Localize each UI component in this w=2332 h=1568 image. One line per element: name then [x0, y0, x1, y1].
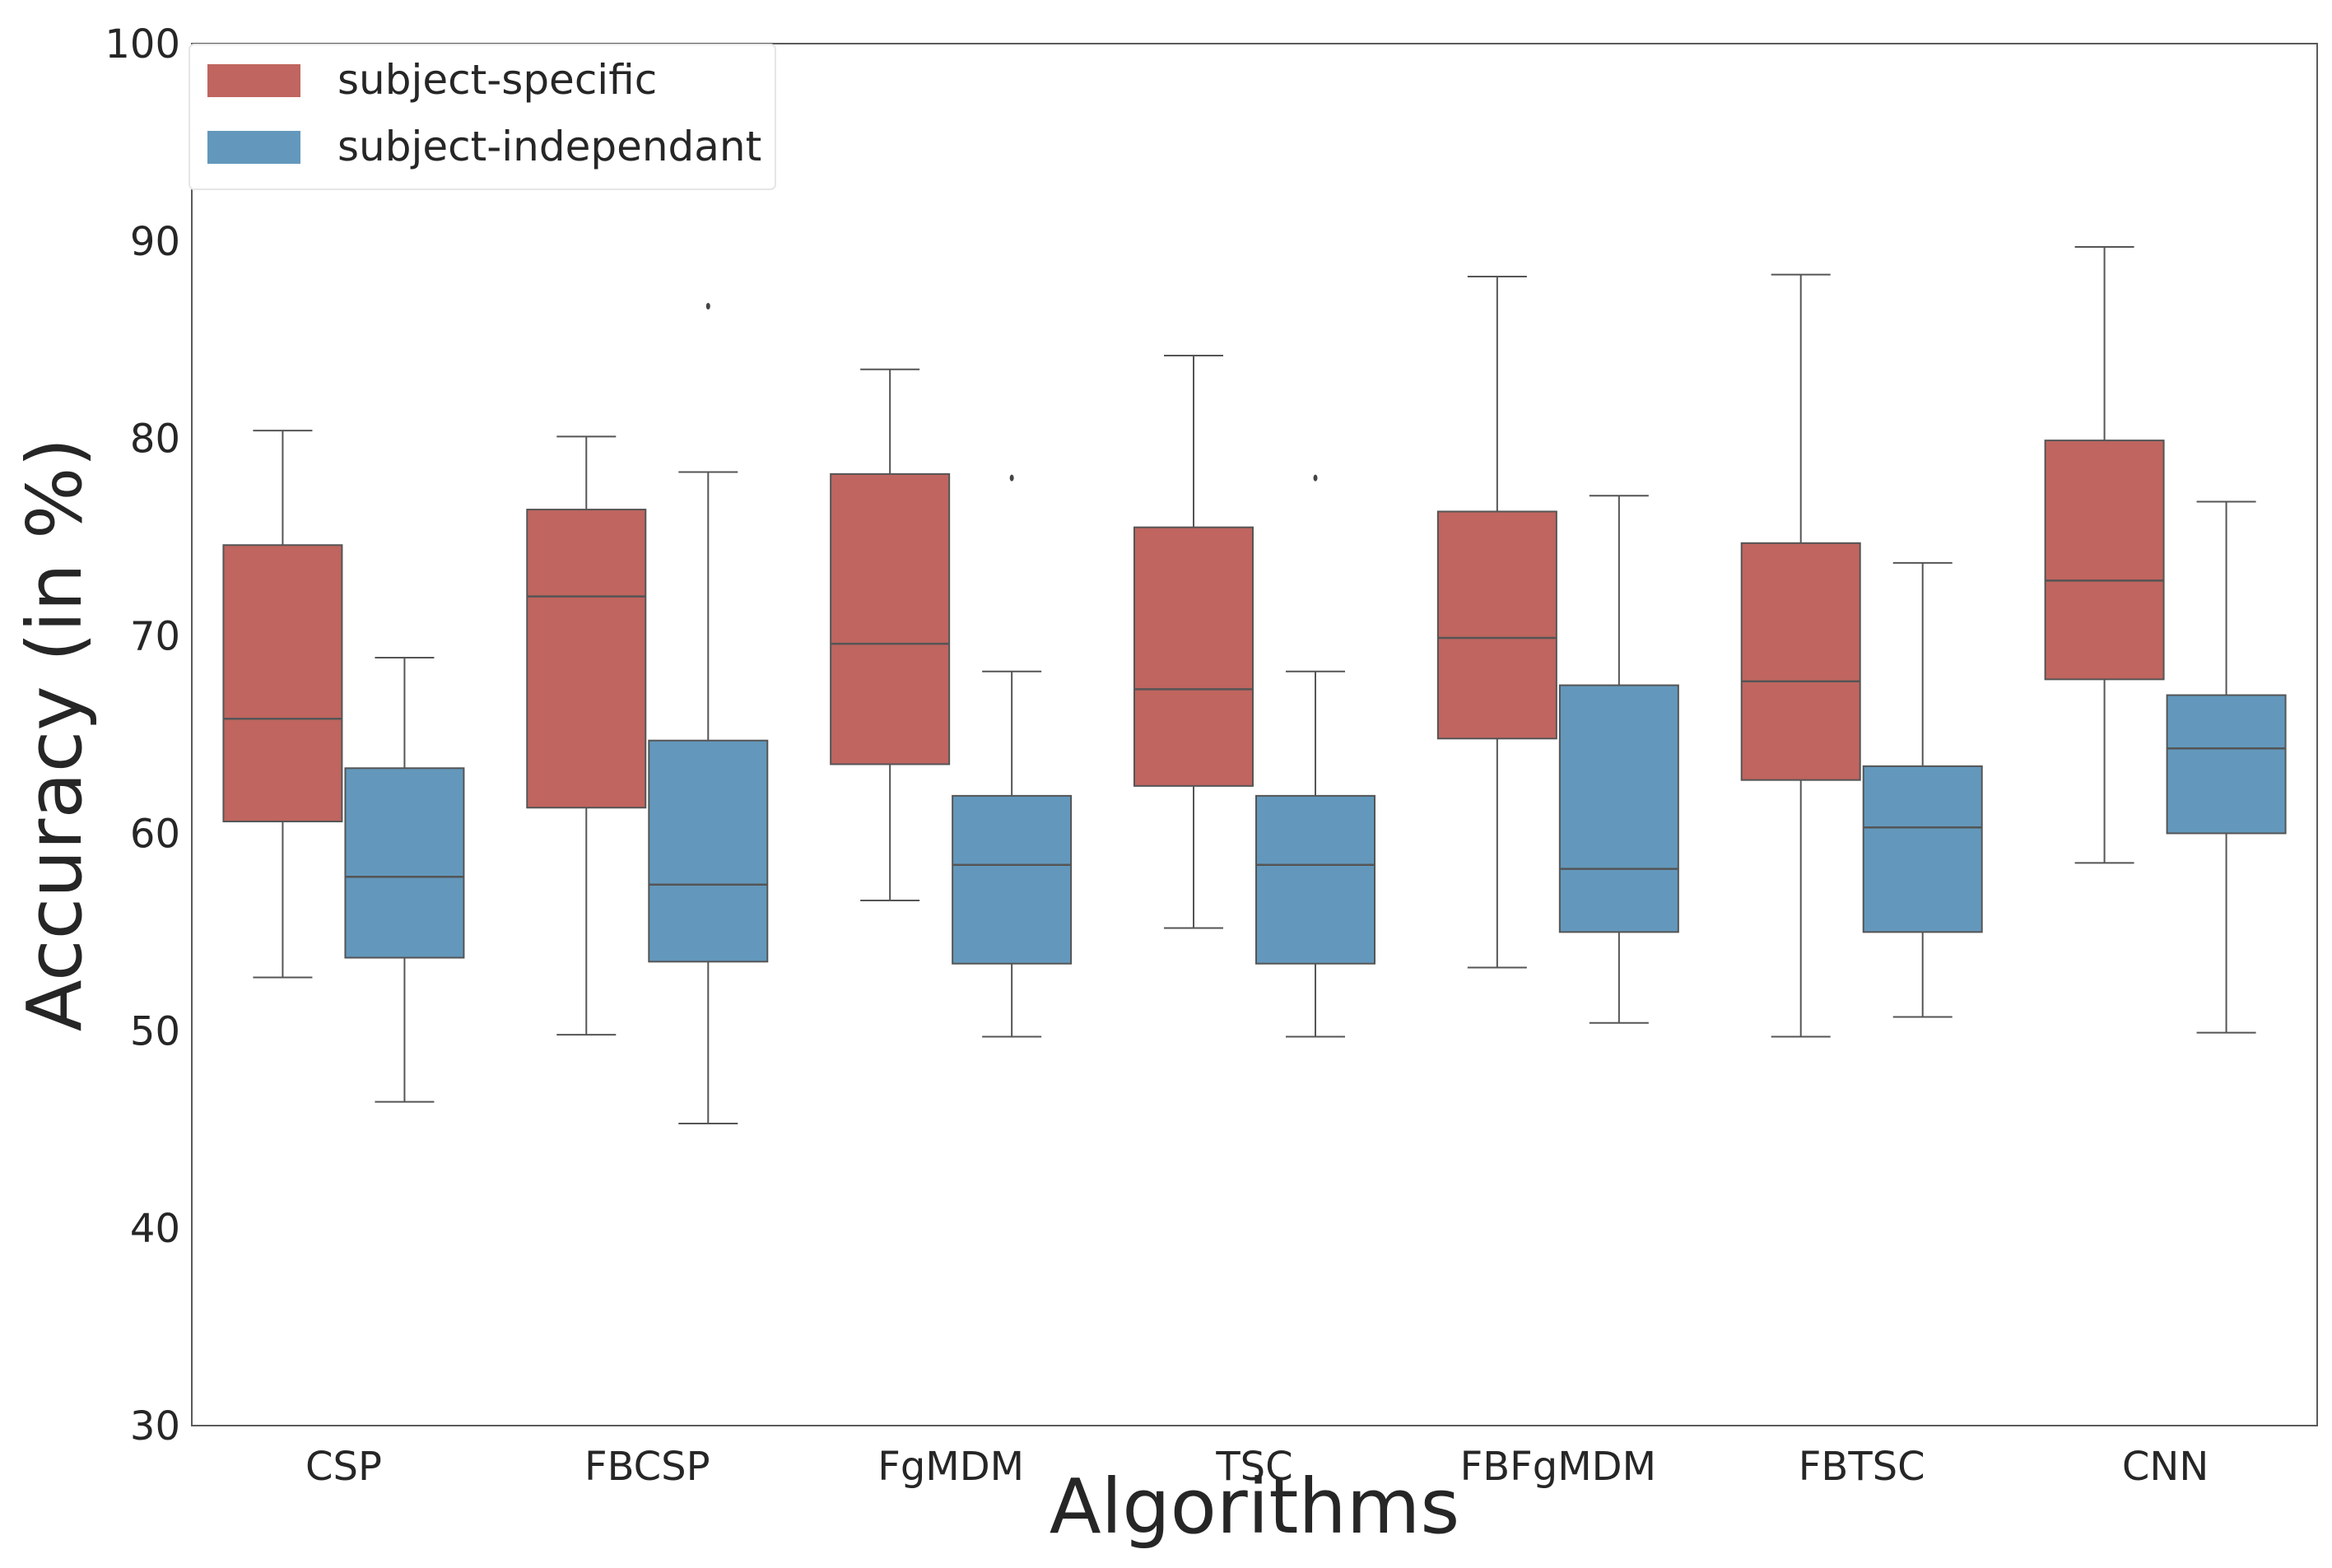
box-subject-independant-fgmdm	[952, 794, 1073, 965]
x-tick-label-fbtsc: FBTSC	[1799, 1444, 1925, 1490]
x-tick-label-csp: CSP	[305, 1444, 382, 1490]
outlier-point	[1009, 474, 1014, 482]
y-axis-title: Accuracy (in %)	[11, 438, 99, 1032]
legend-label-subject-specific: subject-specific	[337, 56, 657, 104]
box-subject-independant-csp	[344, 767, 465, 959]
x-tick-label-cnn: CNN	[2122, 1444, 2209, 1490]
outlier-point	[705, 303, 710, 310]
legend-swatch-subject-independant	[207, 131, 300, 164]
box-subject-specific-fbfgmdm	[1436, 510, 1557, 740]
box-subject-independant-cnn	[2166, 694, 2287, 835]
legend-label-subject-independant: subject-independant	[337, 123, 761, 170]
box-subject-independant-fbcsp	[648, 739, 769, 963]
box-subject-specific-csp	[222, 544, 343, 823]
box-subject-specific-fbcsp	[526, 509, 647, 809]
box-subject-specific-fbtsc	[1740, 542, 1861, 781]
box-subject-specific-cnn	[2044, 440, 2165, 681]
y-tick-label: 30	[130, 1403, 180, 1449]
x-tick-label-fbfgmdm: FBFgMDM	[1460, 1444, 1656, 1490]
legend-swatch-subject-specific	[207, 64, 300, 97]
x-tick-label-fbcsp: FBCSP	[584, 1444, 710, 1490]
outlier-point	[1313, 474, 1318, 482]
x-tick-label-fgmdm: FgMDM	[877, 1444, 1024, 1490]
box-subject-specific-fgmdm	[830, 472, 951, 765]
y-tick-label: 80	[130, 416, 180, 463]
y-tick-label: 100	[105, 21, 180, 67]
legend-frame	[189, 44, 776, 190]
y-tick-label: 90	[130, 219, 180, 265]
y-tick-label: 60	[130, 811, 180, 857]
box-subject-specific-tsc	[1133, 526, 1254, 787]
y-tick-label: 40	[130, 1206, 180, 1252]
x-tick-label-tsc: TSC	[1215, 1444, 1292, 1490]
box-subject-independant-tsc	[1255, 794, 1375, 965]
box-subject-independant-fbfgmdm	[1558, 684, 1679, 933]
y-tick-label: 50	[130, 1008, 180, 1054]
y-tick-label: 70	[130, 614, 180, 660]
x-axis-title: Algorithms	[1050, 1463, 1460, 1551]
box-subject-independant-fbtsc	[1862, 765, 1983, 933]
plot-frame	[191, 43, 2318, 1426]
